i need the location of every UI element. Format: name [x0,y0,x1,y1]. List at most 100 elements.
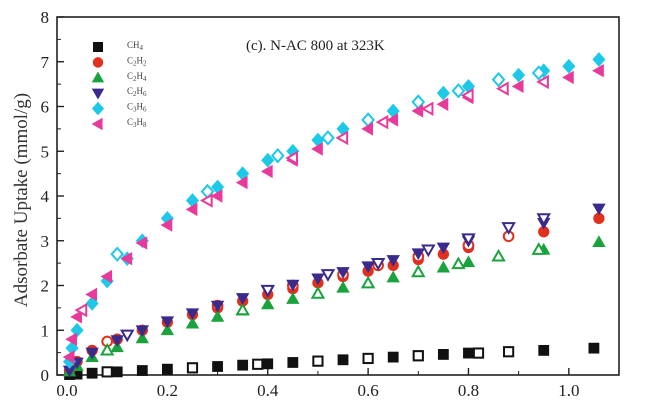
data-point-desorption [536,74,549,90]
y-tick-label: 8 [41,8,50,27]
data-point-adsorption [512,67,526,83]
data-point-adsorption [387,351,399,363]
data-point-adsorption [436,85,450,101]
data-point-desorption [491,71,506,88]
data-point-adsorption [262,358,274,370]
data-point-desorption [360,275,376,289]
data-point-adsorption [210,189,223,203]
data-point-desorption [411,264,426,278]
data-point-adsorption [386,255,400,267]
data-point-adsorption [337,354,349,366]
data-point-adsorption [592,52,606,67]
data-point-adsorption [562,70,574,85]
series-C3H6 [63,52,606,369]
data-point-adsorption [235,175,248,190]
data-point-desorption [235,302,250,316]
x-tick-label: 0.8 [458,381,479,400]
data-point-adsorption [135,331,149,344]
data-point-desorption [501,222,516,235]
data-point-adsorption [592,64,604,78]
data-point-adsorption [336,280,350,293]
legend-label: C3H8 [127,117,147,129]
data-point-adsorption [110,335,124,347]
legend-marker [93,42,104,53]
y-tick-label: 7 [41,53,50,72]
data-point-adsorption [286,279,300,292]
data-point-adsorption [461,255,476,268]
x-tick-label: 0.6 [357,381,378,400]
data-series [62,52,606,380]
data-point-desorption [270,148,285,164]
data-point-adsorption [237,359,249,371]
x-tick-label: 1.0 [558,381,579,400]
data-point-adsorption [437,349,449,360]
data-point-desorption [536,213,551,226]
y-tick-label: 5 [41,142,50,161]
legend-marker [91,71,105,83]
y-tick-label: 2 [41,277,50,296]
data-point-adsorption [386,270,400,283]
data-point-adsorption [160,316,175,329]
data-point-adsorption [210,310,225,322]
data-point-desorption [260,284,275,298]
legend-marker [91,101,105,116]
data-point-desorption [531,242,546,255]
legend-label: C2H6 [127,86,147,98]
data-point-desorption [375,114,389,130]
x-tick-label: 0.0 [56,381,77,400]
data-point-adsorption [463,347,474,359]
legend-marker [91,117,103,131]
data-point-adsorption [185,202,198,217]
data-point-adsorption [85,287,98,302]
data-point-adsorption [261,152,275,168]
data-point-adsorption [336,267,350,279]
data-point-adsorption [311,142,323,156]
data-point-desorption [472,347,485,359]
data-point-desorption [421,244,436,258]
data-point-adsorption [161,363,173,375]
data-point-adsorption [212,361,223,372]
data-point-adsorption [436,242,451,255]
y-tick-label: 1 [41,321,50,340]
data-point-adsorption [160,218,173,232]
data-point-desorption [320,269,336,282]
data-point-desorption [186,362,199,374]
data-point-desorption [120,329,135,343]
data-point-desorption [362,352,374,365]
data-point-adsorption [436,97,449,111]
legend-label: CH4 [127,40,144,52]
legend-marker [91,88,105,100]
data-point-desorption [310,286,326,299]
data-point-desorption [420,101,434,116]
data-point-adsorption [411,104,424,118]
x-axis: 0.0 0.2 0.4 0.6 0.8 1.0 [56,368,579,400]
data-point-adsorption [538,344,550,356]
data-point-desorption [99,342,115,356]
legend: CH4 C2H2 C2H4 C2H6 C3H6 C3H8 [91,40,147,131]
data-point-adsorption [511,79,524,94]
y-tick-label: 4 [41,187,50,206]
data-point-adsorption [185,308,200,321]
chart-annotation: (c). N-AC 800 at 323K [246,38,385,54]
data-point-adsorption [160,323,175,336]
data-point-adsorption [287,357,299,368]
data-point-adsorption [588,342,600,354]
data-point-desorption [451,83,466,99]
data-point-adsorption [70,310,82,324]
data-point-adsorption [592,203,606,216]
data-point-adsorption [111,366,123,378]
data-point-desorption [503,346,515,358]
y-tick-label: 3 [41,232,50,251]
data-point-adsorption [436,260,451,273]
data-point-adsorption [235,293,250,305]
data-point-desorption [200,193,213,208]
data-point-adsorption [86,367,98,379]
data-point-desorption [491,248,506,262]
data-point-adsorption [62,350,75,364]
data-point-adsorption [592,235,606,247]
data-point-adsorption [136,365,148,376]
data-point-desorption [461,233,476,247]
legend-label: C3H6 [127,102,147,114]
x-tick-label: 0.2 [157,381,178,400]
